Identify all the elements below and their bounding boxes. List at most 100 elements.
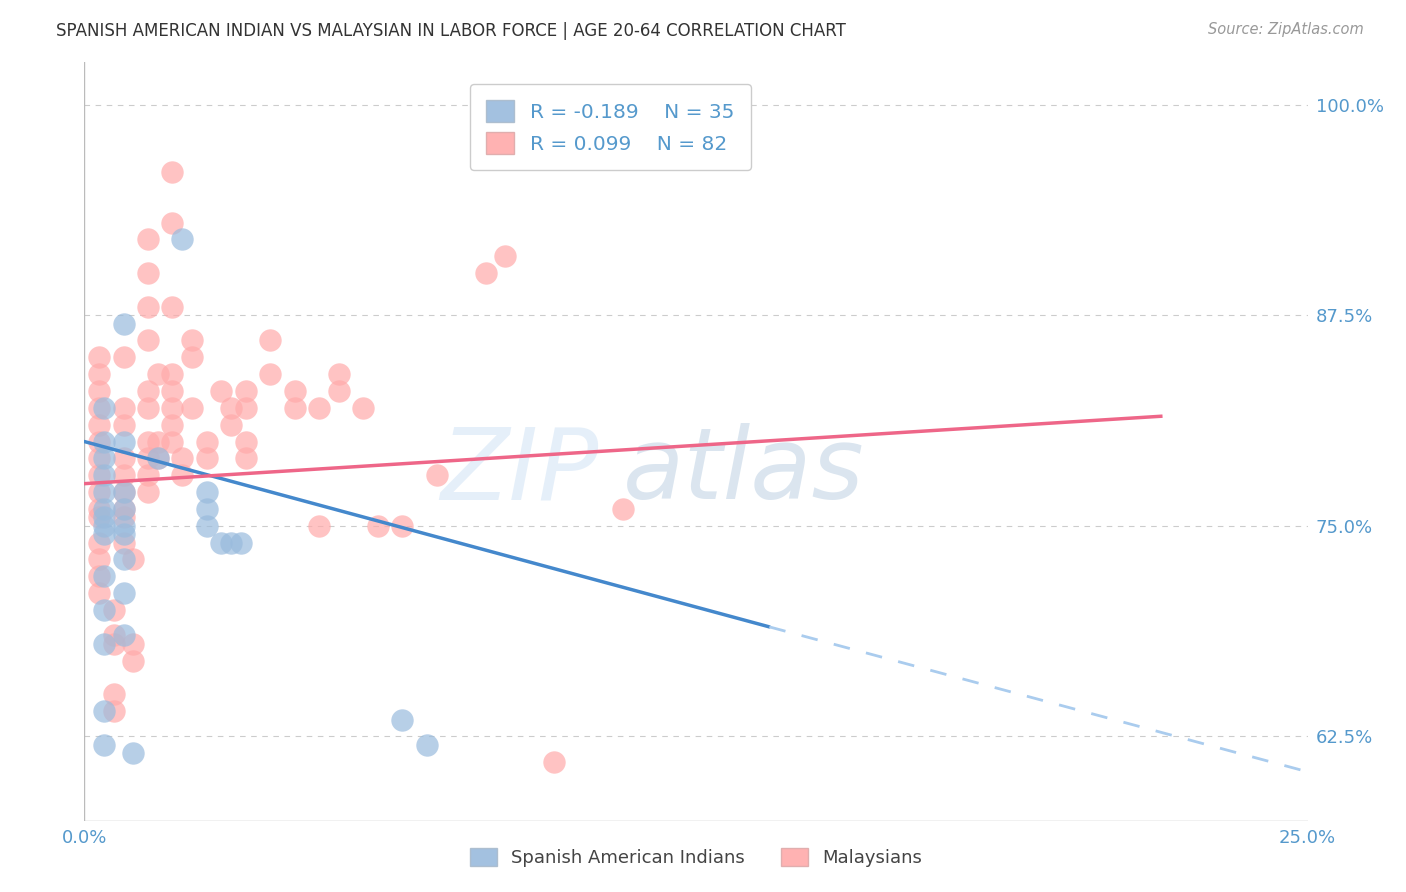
Point: [136, 232, 159, 246]
Point: [162, 434, 184, 449]
Point: [195, 518, 218, 533]
Point: [103, 687, 125, 701]
Point: [181, 401, 204, 415]
Point: [87, 485, 110, 500]
Point: [146, 367, 169, 381]
Point: [229, 535, 252, 549]
Point: [112, 510, 135, 524]
Point: [112, 401, 135, 415]
Point: [474, 266, 496, 280]
Point: [612, 502, 634, 516]
Point: [195, 451, 218, 466]
Point: [112, 434, 135, 449]
Point: [112, 317, 135, 331]
Point: [235, 384, 257, 398]
Point: [87, 367, 110, 381]
Point: [93, 468, 115, 483]
Point: [162, 401, 184, 415]
Point: [426, 468, 449, 483]
Point: [87, 502, 110, 516]
Point: [112, 586, 135, 600]
Point: [162, 300, 184, 314]
Point: [181, 334, 204, 348]
Point: [352, 401, 374, 415]
Point: [367, 518, 389, 533]
Point: [172, 451, 194, 466]
Point: [136, 266, 159, 280]
Text: ZIP: ZIP: [440, 424, 598, 520]
Point: [136, 300, 159, 314]
Point: [181, 351, 204, 365]
Point: [87, 351, 110, 365]
Point: [87, 417, 110, 432]
Point: [93, 738, 115, 752]
Point: [235, 451, 257, 466]
Point: [93, 485, 115, 500]
Point: [162, 384, 184, 398]
Point: [87, 468, 110, 483]
Point: [93, 434, 115, 449]
Point: [136, 434, 159, 449]
Point: [122, 654, 145, 668]
Point: [136, 468, 159, 483]
Point: [93, 569, 115, 583]
Point: [112, 552, 135, 566]
Point: [103, 637, 125, 651]
Point: [494, 249, 516, 263]
Point: [87, 552, 110, 566]
Point: [87, 569, 110, 583]
Point: [162, 367, 184, 381]
Point: [146, 451, 169, 466]
Point: [112, 518, 135, 533]
Point: [112, 502, 135, 516]
Point: [235, 434, 257, 449]
Point: [136, 334, 159, 348]
Point: [391, 518, 413, 533]
Point: [93, 527, 115, 541]
Point: [219, 417, 242, 432]
Point: [112, 535, 135, 549]
Point: [93, 518, 115, 533]
Point: [195, 434, 218, 449]
Point: [259, 367, 281, 381]
Point: [416, 738, 439, 752]
Point: [93, 603, 115, 617]
Point: [112, 628, 135, 642]
Point: [162, 165, 184, 179]
Text: atlas: atlas: [623, 424, 865, 520]
Point: [112, 502, 135, 516]
Point: [284, 401, 307, 415]
Point: [87, 384, 110, 398]
Point: [162, 215, 184, 229]
Point: [284, 384, 307, 398]
Legend: Spanish American Indians, Malaysians: Spanish American Indians, Malaysians: [461, 838, 931, 876]
Point: [112, 527, 135, 541]
Point: [308, 401, 330, 415]
Point: [103, 628, 125, 642]
Point: [87, 401, 110, 415]
Text: Source: ZipAtlas.com: Source: ZipAtlas.com: [1208, 22, 1364, 37]
Point: [136, 401, 159, 415]
Point: [308, 518, 330, 533]
Point: [112, 468, 135, 483]
Point: [93, 510, 115, 524]
Point: [162, 417, 184, 432]
Point: [172, 468, 194, 483]
Point: [235, 401, 257, 415]
Point: [87, 586, 110, 600]
Point: [209, 384, 232, 398]
Point: [543, 755, 565, 769]
Point: [328, 367, 350, 381]
Point: [259, 334, 281, 348]
Point: [103, 704, 125, 718]
Point: [209, 535, 232, 549]
Point: [112, 451, 135, 466]
Point: [146, 451, 169, 466]
Point: [112, 485, 135, 500]
Point: [87, 434, 110, 449]
Point: [87, 510, 110, 524]
Point: [219, 401, 242, 415]
Point: [195, 485, 218, 500]
Point: [93, 401, 115, 415]
Point: [136, 451, 159, 466]
